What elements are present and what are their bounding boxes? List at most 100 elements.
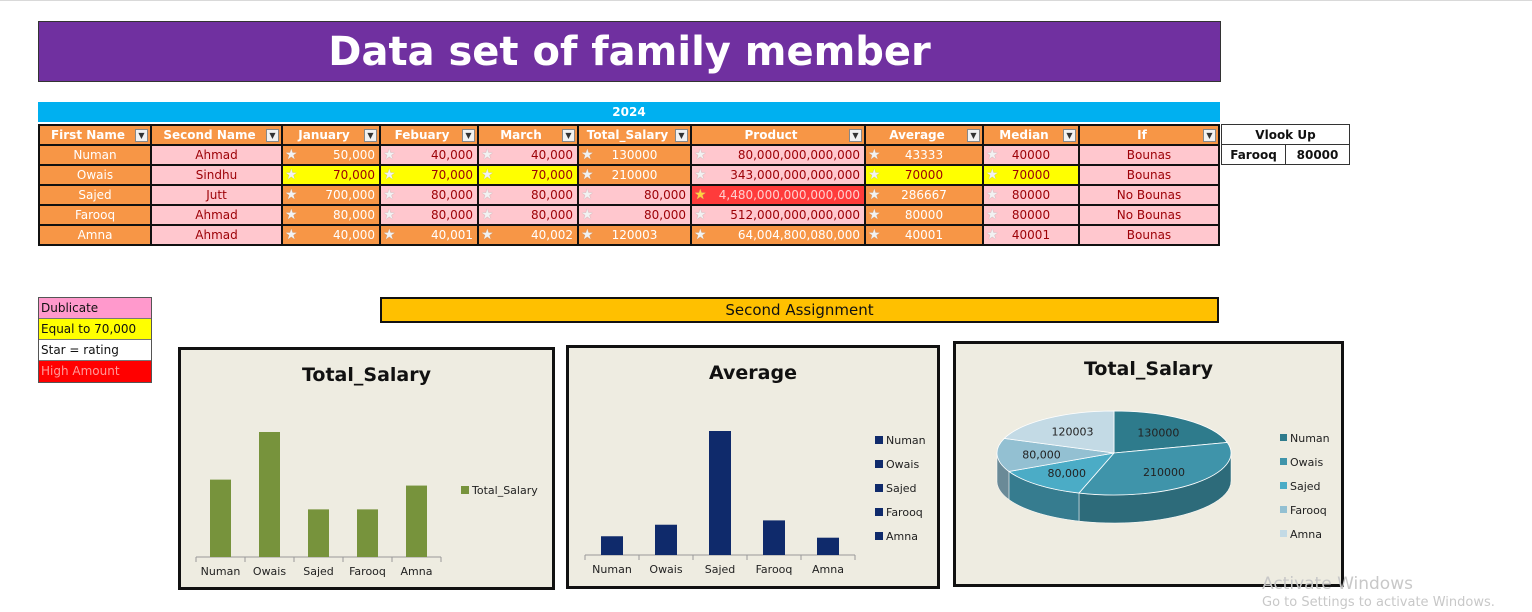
bar[interactable] [210,479,231,557]
bar[interactable] [308,509,329,557]
table-cell[interactable]: ★ 80,000 [577,204,692,226]
table-cell[interactable]: ★ 40,000 [477,144,579,166]
column-header[interactable]: Second Name ▼ [150,124,283,146]
table-cell[interactable]: Bounas [1078,224,1220,246]
bar[interactable] [357,509,378,557]
table-cell[interactable]: ★ 40000 [982,144,1080,166]
column-header[interactable]: Total_Salary ▼ [577,124,692,146]
cell-value: 512,000,000,000,000 [730,208,860,222]
table-cell[interactable]: ★ 80,000 [379,204,479,226]
table-cell[interactable]: ★ 50,000 [281,144,381,166]
star-rating-icon: ★ [481,207,494,223]
total-salary-bar-chart[interactable]: Total_Salary Numan Owais Sajed Farooq Amna To… [178,347,555,590]
table-cell[interactable]: ★ 40,001 [379,224,479,246]
pie-slice[interactable] [1113,410,1228,454]
table-cell[interactable]: ★ 40,000 [379,144,479,166]
table-cell[interactable]: ★ 130000 [577,144,692,166]
legend-swatch [1280,458,1287,465]
table-cell[interactable]: ★ 700,000 [281,184,381,206]
star-rating-icon: ★ [581,167,594,183]
bar[interactable] [406,485,427,557]
table-cell[interactable]: Ahmad [150,224,283,246]
pie-slice[interactable] [1003,410,1115,454]
table-cell[interactable]: Bounas [1078,164,1220,186]
table-cell[interactable]: Amna [38,224,152,246]
vlookup-header[interactable]: Vlook Up [1221,124,1350,145]
pie-slice[interactable] [996,437,1115,472]
table-cell[interactable]: Sajed [38,184,152,206]
table-cell[interactable]: Farooq [38,204,152,226]
table-cell[interactable]: ★ 80,000 [577,184,692,206]
table-cell[interactable]: ★ 80,000,000,000,000 [690,144,866,166]
filter-dropdown-icon[interactable]: ▼ [462,129,475,142]
filter-dropdown-icon[interactable]: ▼ [967,129,980,142]
table-cell[interactable]: ★ 70000 [864,164,984,186]
column-header[interactable]: Febuary ▼ [379,124,479,146]
table-cell[interactable]: Bounas [1078,144,1220,166]
column-header[interactable]: Average ▼ [864,124,984,146]
vlookup-name[interactable]: Farooq [1221,144,1286,165]
table-cell[interactable]: ★ 80,000 [281,204,381,226]
table-cell[interactable]: ★ 40,002 [477,224,579,246]
table-cell[interactable]: ★ 64,004,800,080,000 [690,224,866,246]
table-cell[interactable]: ★ 43333 [864,144,984,166]
pie-slice[interactable] [1078,442,1232,496]
column-header[interactable]: March ▼ [477,124,579,146]
table-cell[interactable]: ★ 70,000 [477,164,579,186]
column-header[interactable]: First Name ▼ [38,124,152,146]
filter-dropdown-icon[interactable]: ▼ [266,129,279,142]
table-cell[interactable]: ★ 80,000 [477,204,579,226]
table-cell[interactable]: ★ 40,000 [281,224,381,246]
table-cell[interactable]: Owais [38,164,152,186]
table-cell[interactable]: ★ 343,000,000,000,000 [690,164,866,186]
table-cell[interactable]: ★ 80000 [864,204,984,226]
table-cell[interactable]: Ahmad [150,144,283,166]
table-cell[interactable]: ★ 210000 [577,164,692,186]
bar[interactable] [259,432,280,557]
table-cell[interactable]: No Bounas [1078,204,1220,226]
pie-slice[interactable] [1007,452,1116,494]
column-header[interactable]: Median ▼ [982,124,1080,146]
total-salary-pie-chart[interactable]: Total_Salary 130000 210000 80,000 80,000 120… [953,341,1344,587]
table-cell[interactable]: ★ 70000 [982,164,1080,186]
table-cell[interactable]: ★ 40001 [982,224,1080,246]
filter-dropdown-icon[interactable]: ▼ [1063,129,1076,142]
cell-value: 70,000 [531,168,573,182]
filter-dropdown-icon[interactable]: ▼ [135,129,148,142]
table-cell[interactable]: ★ 286667 [864,184,984,206]
vlookup-value[interactable]: 80000 [1285,144,1350,165]
table-cell[interactable]: ★ 80,000 [477,184,579,206]
cell-value: 40,000 [531,148,573,162]
table-cell[interactable]: Ahmad [150,204,283,226]
filter-dropdown-icon[interactable]: ▼ [364,129,377,142]
table-cell[interactable]: No Bounas [1078,184,1220,206]
bar[interactable] [601,536,623,555]
table-cell[interactable]: ★ 120003 [577,224,692,246]
table-cell[interactable]: Jutt [150,184,283,206]
average-bar-chart[interactable]: Average Numan Owais Sajed Farooq Amna Numan Ow… [566,345,940,589]
bar[interactable] [817,537,839,555]
table-row: Numan Ahmad ★ 50,000 ★ 40,000 ★ 40,000 ★ 130000 ★ 8… [38,144,1220,166]
table-cell[interactable]: ★ 70,000 [281,164,381,186]
table-cell[interactable]: ★ 4,480,000,000,000,000 [690,184,866,206]
table-cell[interactable]: ★ 70,000 [379,164,479,186]
pie-data-label: 80,000 [1022,448,1061,461]
filter-dropdown-icon[interactable]: ▼ [675,129,688,142]
filter-dropdown-icon[interactable]: ▼ [1203,129,1216,142]
column-header[interactable]: Product ▼ [690,124,866,146]
bar[interactable] [709,431,731,555]
table-cell[interactable]: ★ 80000 [982,184,1080,206]
table-cell[interactable]: ★ 80,000 [379,184,479,206]
table-cell[interactable]: Sindhu [150,164,283,186]
table-cell[interactable]: ★ 80000 [982,204,1080,226]
bar[interactable] [655,524,677,555]
column-header[interactable]: January ▼ [281,124,381,146]
filter-dropdown-icon[interactable]: ▼ [849,129,862,142]
bar[interactable] [763,520,785,555]
legend-swatch [875,532,883,540]
table-cell[interactable]: ★ 512,000,000,000,000 [690,204,866,226]
table-cell[interactable]: ★ 40001 [864,224,984,246]
table-cell[interactable]: Numan [38,144,152,166]
column-header[interactable]: If ▼ [1078,124,1220,146]
filter-dropdown-icon[interactable]: ▼ [562,129,575,142]
